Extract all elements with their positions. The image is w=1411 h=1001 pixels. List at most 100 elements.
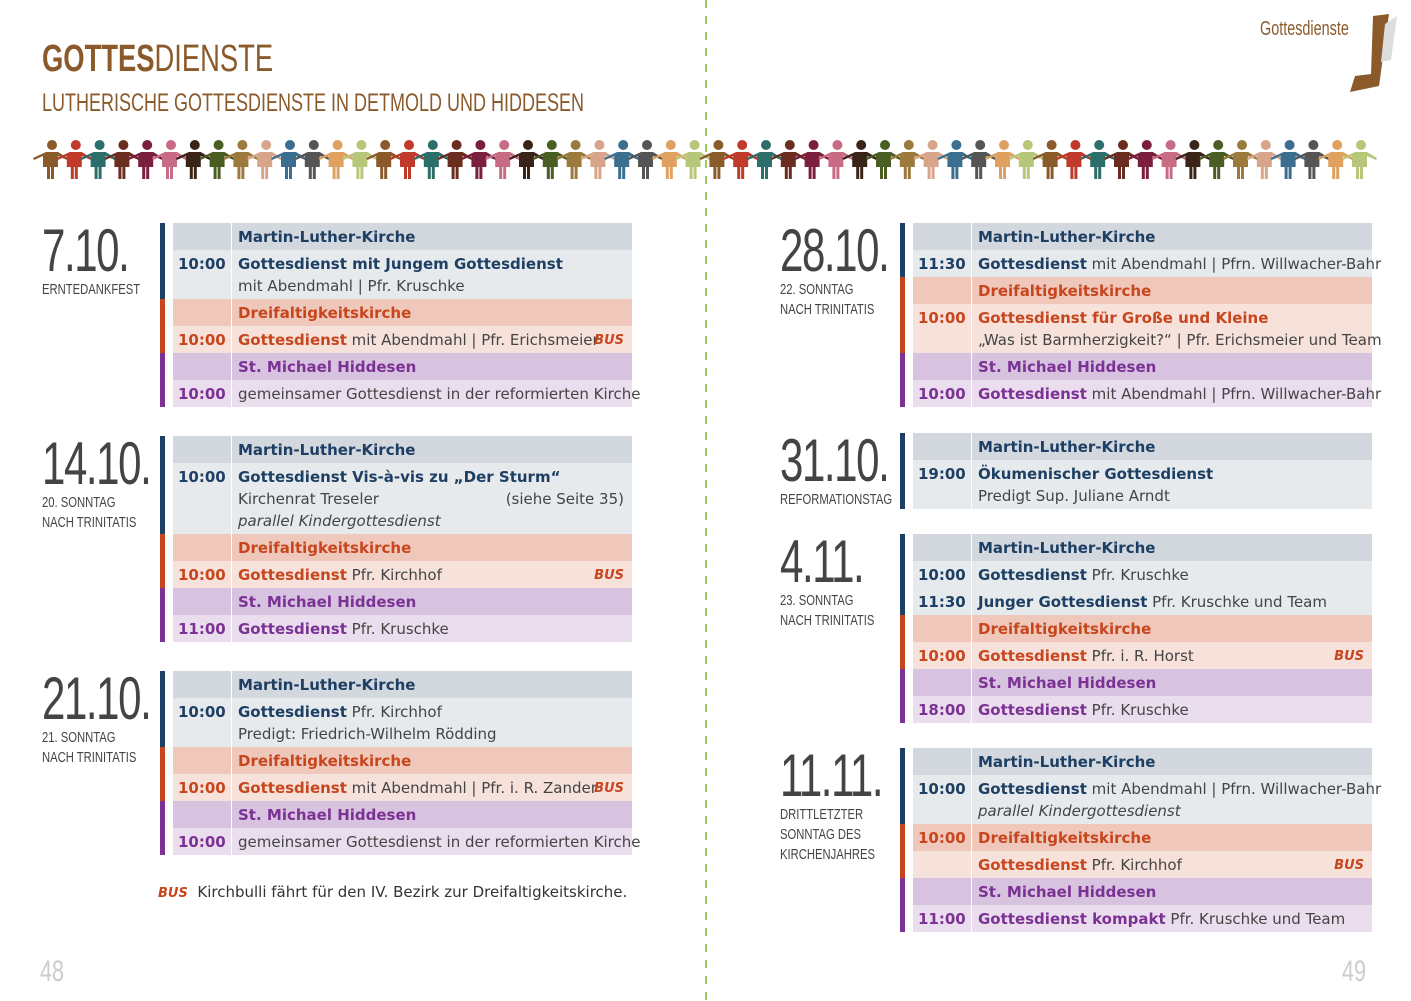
person bbox=[1151, 140, 1187, 179]
color-bar bbox=[900, 878, 905, 905]
time-cell bbox=[913, 223, 971, 250]
time: 11:00 bbox=[918, 910, 966, 928]
church-name: Martin-Luther-Kirche bbox=[978, 539, 1156, 557]
table-row: 10:00 Gottesdienst Pfr. Kirchhof BUS bbox=[160, 561, 632, 588]
day-label: ERNTEDANKFEST bbox=[42, 281, 173, 298]
time-cell bbox=[913, 304, 971, 353]
church-name: Dreifaltigkeitskirche bbox=[238, 539, 412, 557]
content-cell bbox=[972, 905, 1372, 932]
time-cell bbox=[913, 250, 971, 277]
content-cell bbox=[232, 828, 632, 855]
color-bar bbox=[160, 436, 165, 463]
person bbox=[152, 140, 187, 179]
footnote-text: Kirchbulli fährt für den IV. Bezirk zur … bbox=[197, 883, 628, 901]
color-bar bbox=[160, 828, 165, 855]
person bbox=[1056, 140, 1092, 179]
bus-label: BUS bbox=[1334, 649, 1364, 664]
time-cell bbox=[913, 669, 971, 696]
table-row: 10:00 Gottesdienst mit Abendmahl | Pfr. i… bbox=[160, 774, 632, 801]
title-light: DIENSTE bbox=[154, 38, 274, 80]
time-cell bbox=[173, 299, 231, 326]
person bbox=[532, 140, 568, 179]
content-cell bbox=[232, 250, 632, 299]
service-title: Gottesdienst bbox=[238, 703, 347, 721]
person bbox=[366, 140, 402, 179]
day-label: 21. SONNTAG bbox=[42, 729, 140, 746]
service-title: Gottesdienst bbox=[978, 385, 1087, 403]
service-text: mit Abendmahl | Pfrn. Willwacher-Bahr bbox=[1091, 385, 1382, 403]
person bbox=[628, 140, 663, 179]
person bbox=[318, 140, 354, 179]
table-row: Martin-Luther-Kirche bbox=[160, 671, 632, 698]
section-tab-text: Gottesdienste bbox=[1260, 18, 1349, 40]
church-name: St. Michael Hiddesen bbox=[978, 358, 1157, 376]
service-line: Predigt: Friedrich-Wilhelm Rödding bbox=[238, 725, 497, 743]
color-bar bbox=[160, 299, 165, 326]
color-bar bbox=[900, 851, 905, 878]
day-label: 20. SONNTAG bbox=[42, 494, 140, 511]
person bbox=[723, 140, 759, 179]
table-row: St. Michael Hiddesen bbox=[160, 801, 632, 828]
person bbox=[1246, 140, 1282, 179]
service-text: Pfr. i. R. Horst bbox=[1091, 647, 1194, 665]
color-bar bbox=[900, 615, 905, 642]
time: 19:00 bbox=[918, 465, 966, 483]
table-row: St. Michael Hiddesen bbox=[160, 588, 632, 615]
table-row: 10:00 Gottesdienst für Große und Kleine „W… bbox=[900, 304, 1382, 353]
content-cell bbox=[232, 463, 632, 534]
service-title: Gottesdienst bbox=[978, 647, 1087, 665]
content-cell bbox=[972, 696, 1372, 723]
table-row: St. Michael Hiddesen bbox=[900, 878, 1372, 905]
day-label-text: KIRCHENJAHRES bbox=[780, 846, 876, 863]
person bbox=[1175, 140, 1211, 179]
content-cell bbox=[232, 801, 632, 828]
table-row: 10:00 gemeinsamer Gottesdienst in der ref… bbox=[160, 380, 640, 407]
church-name: Dreifaltigkeitskirche bbox=[978, 620, 1152, 638]
person bbox=[223, 140, 259, 179]
date: 7.10. bbox=[42, 221, 165, 281]
content-cell bbox=[232, 588, 632, 615]
church-name: Martin-Luther-Kirche bbox=[978, 438, 1156, 456]
service-line: Gottesdienst mit Abendmahl | Pfrn. Willw… bbox=[978, 778, 1381, 800]
time-cell bbox=[173, 747, 231, 774]
section-tab: Gottesdienste bbox=[1260, 18, 1383, 41]
content-cell bbox=[972, 223, 1372, 250]
day-label: NACH TRINITATIS bbox=[780, 301, 906, 318]
church-name: St. Michael Hiddesen bbox=[238, 806, 417, 824]
time-cell bbox=[173, 698, 231, 747]
person bbox=[342, 140, 378, 179]
time-cell bbox=[173, 436, 231, 463]
service-text: Pfr. Kirchhof bbox=[1091, 856, 1182, 874]
service-line: Gottesdienst für Große und Kleine bbox=[978, 307, 1268, 329]
content-cell bbox=[972, 277, 1372, 304]
table-row: Dreifaltigkeitskirche bbox=[160, 747, 632, 774]
time: 18:00 bbox=[918, 701, 966, 719]
person bbox=[175, 140, 211, 179]
content-cell bbox=[972, 250, 1372, 277]
page-number-left: 48 bbox=[40, 955, 65, 988]
date: 31.10. bbox=[780, 431, 935, 491]
church-name: Dreifaltigkeitskirche bbox=[238, 304, 412, 322]
content-cell bbox=[232, 698, 632, 747]
color-bar bbox=[160, 615, 165, 642]
content-cell bbox=[232, 534, 632, 561]
time: 10:00 bbox=[918, 385, 966, 403]
day-label: NACH TRINITATIS bbox=[42, 514, 168, 531]
time-cell bbox=[913, 433, 971, 460]
service-line: Gottesdienst kompakt Pfr. Kruschke und T… bbox=[978, 908, 1345, 930]
time: 10:00 bbox=[918, 829, 966, 847]
service-title: Gottesdienst bbox=[238, 566, 347, 584]
person bbox=[128, 140, 164, 179]
person bbox=[33, 140, 68, 179]
color-bar bbox=[900, 669, 905, 696]
color-bar bbox=[160, 561, 165, 588]
person bbox=[247, 140, 283, 179]
church-name: Martin-Luther-Kirche bbox=[978, 228, 1156, 246]
subtitle-text: LUTHERISCHE GOTTESDIENSTE IN DETMOLD UND… bbox=[42, 89, 585, 117]
time: 10:00 bbox=[918, 309, 966, 327]
day-label-text: 22. SONNTAG bbox=[780, 281, 854, 298]
table-row: 10:00 Gottesdienst mit Jungem Gottesdiens… bbox=[160, 250, 632, 299]
date-text: 11.11. bbox=[780, 742, 884, 809]
table-row: 10:00 Gottesdienst Pfr. Kirchhof Predigt: … bbox=[160, 698, 632, 747]
